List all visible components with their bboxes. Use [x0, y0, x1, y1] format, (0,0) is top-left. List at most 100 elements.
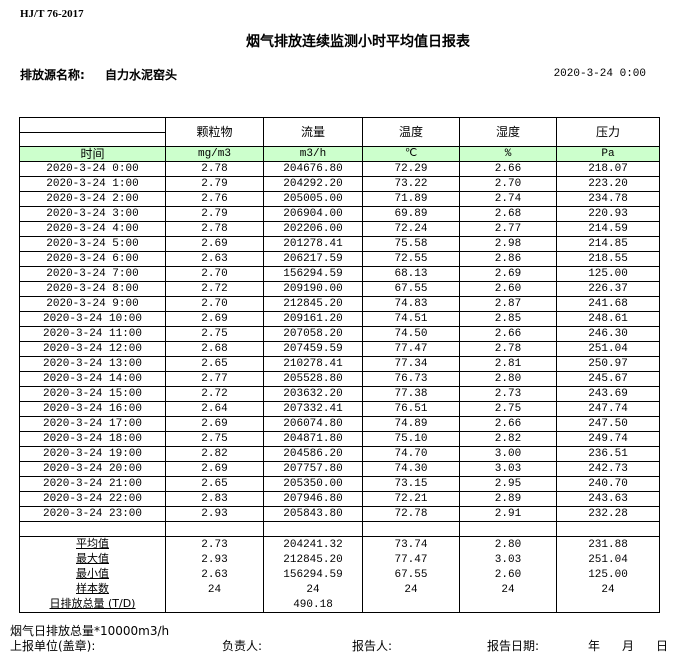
- cell-particulate: 2.68: [165, 341, 264, 357]
- cell-flow: 205350.00: [263, 476, 363, 492]
- cell-particulate: 2.78: [165, 221, 264, 237]
- stat-time: 最大值: [19, 552, 166, 567]
- cell-time: 2020-3-24 23:00: [19, 506, 166, 522]
- cell-humidity: 2.75: [459, 401, 557, 417]
- cell-flow: 204871.80: [263, 431, 363, 447]
- stat-value: 最小值: [76, 567, 109, 580]
- cell-flow: 207332.41: [263, 401, 363, 417]
- stat-value: 24: [306, 583, 320, 596]
- stat-temperature: 67.55: [362, 567, 460, 582]
- stat-value: 2.80: [494, 538, 522, 551]
- stat-value: 77.47: [394, 553, 428, 566]
- table-row: 2020-3-24 0:00 2.78 204676.80 72.29 2.66 218.…: [19, 161, 660, 177]
- table-row: 2020-3-24 16:00 2.64 207332.41 76.51 2.75 247…: [19, 401, 660, 417]
- cell-temperature: 76.51: [362, 401, 460, 417]
- table-row: 2020-3-24 14:00 2.77 205528.80 76.73 2.80 245…: [19, 371, 660, 387]
- cell-particulate: 2.70: [165, 266, 264, 282]
- stat-particulate: 24: [165, 582, 264, 597]
- table-row: 2020-3-24 8:00 2.72 209190.00 67.55 2.60 226.…: [19, 281, 660, 297]
- stat-time: 样本数: [19, 582, 166, 597]
- table-row: 2020-3-24 17:00 2.69 206074.80 74.89 2.66 247…: [19, 416, 660, 432]
- cell-temperature: 74.51: [362, 311, 460, 327]
- blank-cell: [556, 521, 660, 537]
- cell-temperature: 77.34: [362, 356, 460, 372]
- cell-time: 2020-3-24 2:00: [19, 191, 166, 207]
- cell-time: 2020-3-24 10:00: [19, 311, 166, 327]
- cell-temperature: 72.24: [362, 221, 460, 237]
- report-table: 颗粒物 流量 温度 湿度 压力 时间 mg/m3 m3/h ℃ % Pa 202…: [19, 117, 660, 613]
- cell-temperature: 74.89: [362, 416, 460, 432]
- stat-value: 3.03: [494, 553, 522, 566]
- cell-flow: 205005.00: [263, 191, 363, 207]
- table-row: 2020-3-24 11:00 2.75 207058.20 74.50 2.66 246…: [19, 326, 660, 342]
- cell-pressure: 241.68: [556, 296, 660, 312]
- cell-particulate: 2.83: [165, 491, 264, 507]
- cell-pressure: 226.37: [556, 281, 660, 297]
- stat-value: 2.63: [201, 568, 228, 581]
- cell-time: 2020-3-24 3:00: [19, 206, 166, 222]
- cell-pressure: 243.63: [556, 491, 660, 507]
- blank-cell: [362, 521, 460, 537]
- header-flow: 流量: [263, 117, 363, 147]
- cell-particulate: 2.78: [165, 161, 264, 177]
- stat-value: 212845.20: [283, 553, 343, 566]
- cell-flow: 207946.80: [263, 491, 363, 507]
- cell-flow: 156294.59: [263, 266, 363, 282]
- stat-value: 204241.32: [283, 538, 343, 551]
- cell-flow: 212845.20: [263, 296, 363, 312]
- cell-particulate: 2.69: [165, 236, 264, 252]
- stat-value: 24: [501, 583, 515, 596]
- cell-temperature: 72.21: [362, 491, 460, 507]
- cell-humidity: 2.77: [459, 221, 557, 237]
- cell-temperature: 73.22: [362, 176, 460, 192]
- table-row: 2020-3-24 4:00 2.78 202206.00 72.24 2.77 214.…: [19, 221, 660, 237]
- cell-pressure: 248.61: [556, 311, 660, 327]
- stat-value: 样本数: [76, 582, 109, 595]
- stat-humidity: 3.03: [459, 552, 557, 567]
- cell-humidity: 2.98: [459, 236, 557, 252]
- cell-temperature: 74.50: [362, 326, 460, 342]
- cell-humidity: 2.66: [459, 416, 557, 432]
- footer-note: 烟气日排放总量*10000m3/h: [10, 624, 170, 638]
- standard-code: HJ/T 76-2017: [20, 8, 84, 20]
- cell-humidity: 2.82: [459, 431, 557, 447]
- stat-value: 156294.59: [283, 568, 343, 581]
- cell-flow: 206217.59: [263, 251, 363, 267]
- stat-value: 2.93: [201, 553, 228, 566]
- cell-time: 2020-3-24 15:00: [19, 386, 166, 402]
- cell-time: 2020-3-24 21:00: [19, 476, 166, 492]
- unit-temperature: ℃: [362, 146, 460, 162]
- cell-particulate: 2.65: [165, 476, 264, 492]
- stat-humidity: [459, 597, 557, 613]
- cell-particulate: 2.77: [165, 371, 264, 387]
- unit-flow: m3/h: [263, 146, 363, 162]
- cell-temperature: 74.70: [362, 446, 460, 462]
- cell-temperature: 67.55: [362, 281, 460, 297]
- cell-pressure: 247.50: [556, 416, 660, 432]
- table-row: 2020-3-24 12:00 2.68 207459.59 77.47 2.78 251…: [19, 341, 660, 357]
- unit-humidity: %: [459, 146, 557, 162]
- cell-temperature: 75.58: [362, 236, 460, 252]
- stat-flow: 24: [263, 582, 363, 597]
- header-pressure: 压力: [556, 117, 660, 147]
- cell-particulate: 2.72: [165, 386, 264, 402]
- cell-flow: 204586.20: [263, 446, 363, 462]
- time-header: 时间: [19, 146, 166, 162]
- cell-pressure: 243.69: [556, 386, 660, 402]
- cell-flow: 203632.20: [263, 386, 363, 402]
- cell-temperature: 72.29: [362, 161, 460, 177]
- stat-row: 样本数 24 24 24 24 24: [19, 582, 660, 597]
- stat-time: 平均值: [19, 536, 166, 552]
- cell-temperature: 69.89: [362, 206, 460, 222]
- cell-particulate: 2.72: [165, 281, 264, 297]
- page-title: 烟气排放连续监测小时平均值日报表: [246, 34, 470, 50]
- stat-pressure: 231.88: [556, 536, 660, 552]
- table-row: 2020-3-24 3:00 2.79 206904.00 69.89 2.68 220.…: [19, 206, 660, 222]
- cell-particulate: 2.82: [165, 446, 264, 462]
- cell-humidity: 2.66: [459, 326, 557, 342]
- report-date-label: 报告日期:: [487, 639, 540, 653]
- cell-pressure: 247.74: [556, 401, 660, 417]
- unit-particulate: mg/m3: [165, 146, 264, 162]
- stat-flow: 156294.59: [263, 567, 363, 582]
- table-row: 2020-3-24 1:00 2.79 204292.20 73.22 2.70 223.…: [19, 176, 660, 192]
